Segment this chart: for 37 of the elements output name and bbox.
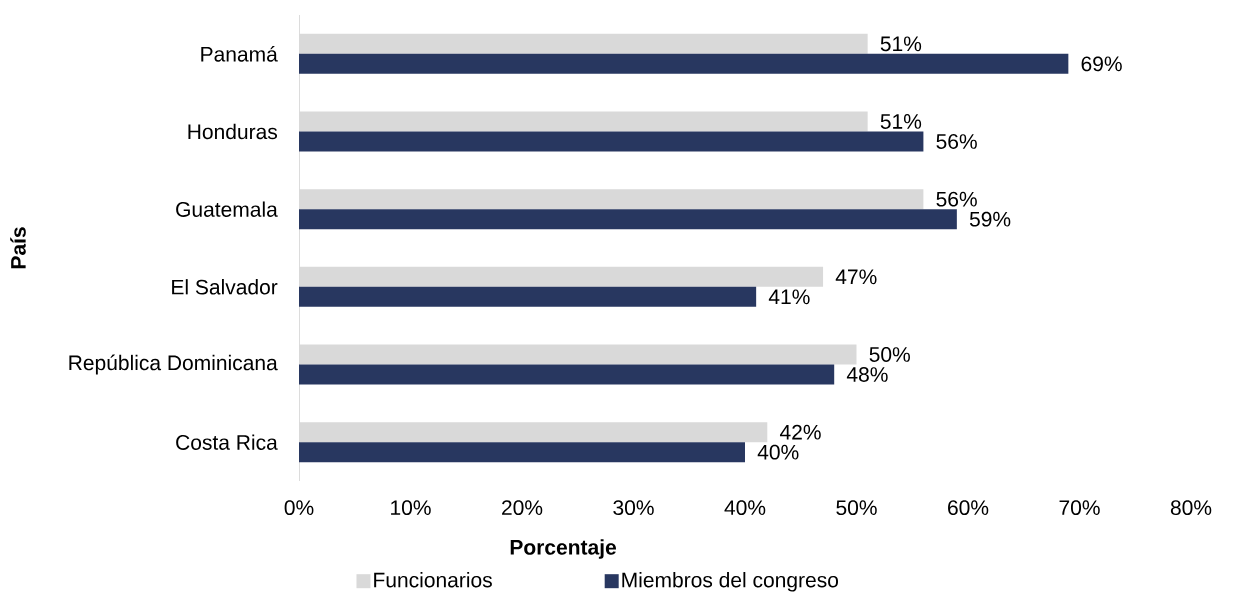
data-label: 56%	[936, 191, 977, 207]
data-label: 48%	[846, 367, 888, 382]
x-tick-label: 50%	[836, 500, 877, 516]
legend-label: Funcionarios	[374, 572, 492, 588]
data-label: 51%	[880, 36, 922, 52]
y-tick-label: Panamá	[201, 45, 278, 62]
y-tick-label: Guatemala	[176, 201, 278, 217]
x-tick-label: 80%	[1170, 500, 1212, 516]
data-label: 69%	[1081, 56, 1122, 72]
y-tick-label: El Salvador	[172, 279, 278, 295]
x-tick-label: 20%	[502, 500, 543, 516]
data-label: 50%	[869, 347, 910, 362]
bar	[299, 131, 924, 152]
bar	[299, 364, 835, 385]
x-tick-label: 30%	[613, 500, 654, 516]
data-label: 56%	[936, 134, 977, 149]
data-label: 51%	[880, 114, 922, 129]
legend-label: Miembros del congreso	[622, 572, 839, 592]
x-tick-label: 60%	[948, 500, 989, 516]
bar	[299, 209, 957, 230]
bar	[299, 442, 745, 463]
y-tick-label: Costa Rica	[176, 434, 278, 450]
x-tick-label: 10%	[391, 500, 431, 516]
data-label: 40%	[757, 444, 799, 460]
y-tick-label: Honduras	[188, 123, 278, 140]
y-axis-title: País	[10, 227, 26, 269]
data-label: 47%	[835, 269, 877, 285]
data-label: 41%	[768, 289, 810, 305]
data-label: 42%	[779, 424, 821, 440]
y-tick-label: República Dominicana	[69, 354, 278, 375]
x-axis-title: Porcentaje	[510, 539, 617, 559]
bar	[299, 53, 1069, 74]
x-tick-label: 70%	[1059, 500, 1100, 516]
x-tick-label: 0%	[284, 500, 314, 516]
bar	[299, 286, 757, 307]
x-tick-label: 40%	[724, 500, 766, 516]
data-label: 59%	[969, 211, 1011, 227]
